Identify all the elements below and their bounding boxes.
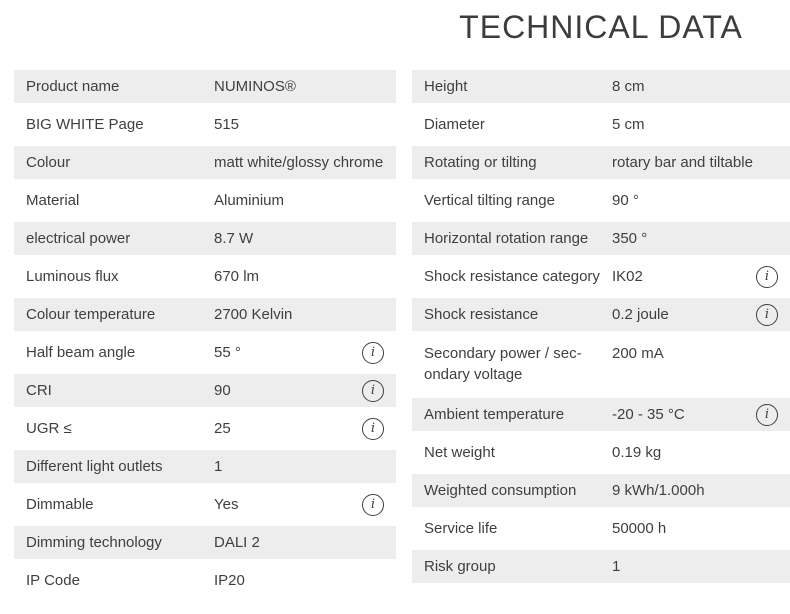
- spec-label: Ambient temperature: [424, 406, 565, 423]
- spec-value: 2700 Kelvin: [214, 306, 293, 323]
- spec-label: Secondary power / sec- ondary voltage: [424, 345, 582, 383]
- spec-row-dimmable: Dimmable Yes i: [14, 488, 396, 521]
- spec-value: Aluminium: [214, 192, 285, 209]
- spec-value: 8 cm: [612, 78, 645, 95]
- spec-value: 55 °: [214, 344, 241, 361]
- info-icon[interactable]: i: [362, 417, 384, 440]
- spec-label: UGR ≤: [26, 420, 72, 437]
- spec-value: 90: [214, 382, 231, 399]
- spec-value: 90 °: [612, 192, 639, 209]
- spec-row-service-life: Service life 50000 h: [412, 512, 790, 545]
- spec-table-left: Product name NUMINOS® BIG WHITE Page 515 Col…: [14, 70, 396, 602]
- spec-label: Weighted consumption: [424, 482, 577, 499]
- spec-value: 9 kWh/1.000h: [612, 482, 705, 499]
- spec-row-big-white-page: BIG WHITE Page 515: [14, 108, 396, 141]
- spec-row-luminous-flux: Luminous flux 670 lm: [14, 260, 396, 293]
- spec-label: Vertical tilting range: [424, 192, 555, 209]
- spec-value: matt white/glossy chrome: [214, 154, 384, 171]
- spec-row-shock-resistance: Shock resistance 0.2 joule i: [412, 298, 790, 331]
- spec-value: rotary bar and tiltable: [612, 154, 753, 171]
- spec-value: 670 lm: [214, 268, 260, 285]
- spec-label: Different light outlets: [26, 458, 163, 475]
- info-icon[interactable]: i: [756, 403, 778, 426]
- spec-row-different-light-outlets: Different light outlets 1: [14, 450, 396, 483]
- spec-label: electrical power: [26, 230, 131, 247]
- spec-value: 350 °: [612, 230, 648, 247]
- spec-label: Net weight: [424, 444, 495, 461]
- spec-label: Half beam angle: [26, 344, 136, 361]
- spec-row-ambient-temperature: Ambient temperature -20 - 35 °C i: [412, 398, 790, 431]
- spec-row-electrical-power: electrical power 8.7 W: [14, 222, 396, 255]
- spec-value: 25: [214, 420, 231, 437]
- spec-row-shock-resistance-category: Shock resistance category IK02 i: [412, 260, 790, 293]
- spec-row-material: Material Aluminium: [14, 184, 396, 217]
- spec-value: -20 - 35 °C: [612, 406, 685, 423]
- spec-value: IK02: [612, 268, 643, 285]
- spec-row-dimming-technology: Dimming technology DALI 2: [14, 526, 396, 559]
- spec-row-half-beam-angle: Half beam angle 55 ° i: [14, 336, 396, 369]
- spec-label: Colour: [26, 154, 71, 171]
- spec-value: DALI 2: [214, 534, 260, 551]
- spec-value: 0.2 joule: [612, 306, 669, 323]
- spec-label: Shock resistance category: [424, 268, 600, 285]
- page-title: TECHNICAL DATA: [459, 9, 743, 45]
- spec-row-weighted-consumption: Weighted consumption 9 kWh/1.000h: [412, 474, 790, 507]
- spec-value: 515: [214, 116, 240, 133]
- spec-row-ugr: UGR ≤ 25 i: [14, 412, 396, 445]
- spec-row-secondary-power-sec-ondary-voltage: Secondary power / sec- ondary voltage 200…: [412, 336, 790, 393]
- spec-value: 1: [612, 558, 621, 575]
- spec-row-horizontal-rotation-range: Horizontal rotation range 350 °: [412, 222, 790, 255]
- spec-label: Diameter: [424, 116, 485, 133]
- info-icon[interactable]: i: [756, 303, 778, 326]
- spec-label: Shock resistance: [424, 306, 539, 323]
- spec-row-cri: CRI 90 i: [14, 374, 396, 407]
- spec-value: NUMINOS®: [214, 78, 296, 95]
- info-icon[interactable]: i: [362, 379, 384, 402]
- spec-label: Service life: [424, 520, 498, 537]
- spec-table-right: Height 8 cm Diameter 5 cm Rotating or tiltin…: [412, 70, 790, 588]
- spec-value: 50000 h: [612, 520, 667, 537]
- spec-row-diameter: Diameter 5 cm: [412, 108, 790, 141]
- spec-label: Dimming technology: [26, 534, 162, 551]
- info-icon[interactable]: i: [362, 341, 384, 364]
- spec-label: Product name: [26, 78, 120, 95]
- spec-label: Rotating or tilting: [424, 154, 537, 171]
- spec-row-ip-code: IP Code IP20: [14, 564, 396, 597]
- spec-value: 1: [214, 458, 223, 475]
- spec-label: Dimmable: [26, 496, 94, 513]
- spec-row-rotating-or-tilting: Rotating or tilting rotary bar and tiltab…: [412, 146, 790, 179]
- spec-label: Risk group: [424, 558, 496, 575]
- spec-label: CRI: [26, 382, 52, 399]
- spec-value: 200 mA: [612, 345, 664, 362]
- spec-label: Height: [424, 78, 468, 95]
- spec-label: Material: [26, 192, 80, 209]
- spec-value: IP20: [214, 572, 245, 589]
- spec-value: 5 cm: [612, 116, 645, 133]
- spec-label: IP Code: [26, 572, 80, 589]
- spec-label: Luminous flux: [26, 268, 119, 285]
- spec-row-vertical-tilting-range: Vertical tilting range 90 °: [412, 184, 790, 217]
- spec-value: Yes: [214, 496, 239, 513]
- spec-row-risk-group: Risk group 1: [412, 550, 790, 583]
- spec-value: 8.7 W: [214, 230, 254, 247]
- spec-row-net-weight: Net weight 0.19 kg: [412, 436, 790, 469]
- spec-row-product-name: Product name NUMINOS®: [14, 70, 396, 103]
- spec-label: BIG WHITE Page: [26, 116, 144, 133]
- info-icon[interactable]: i: [756, 265, 778, 288]
- info-icon[interactable]: i: [362, 493, 384, 516]
- spec-value: 0.19 kg: [612, 444, 662, 461]
- spec-row-colour: Colour matt white/glossy chrome: [14, 146, 396, 179]
- spec-label: Colour temperature: [26, 306, 156, 323]
- spec-row-colour-temperature: Colour temperature 2700 Kelvin: [14, 298, 396, 331]
- spec-row-height: Height 8 cm: [412, 70, 790, 103]
- spec-label: Horizontal rotation range: [424, 230, 589, 247]
